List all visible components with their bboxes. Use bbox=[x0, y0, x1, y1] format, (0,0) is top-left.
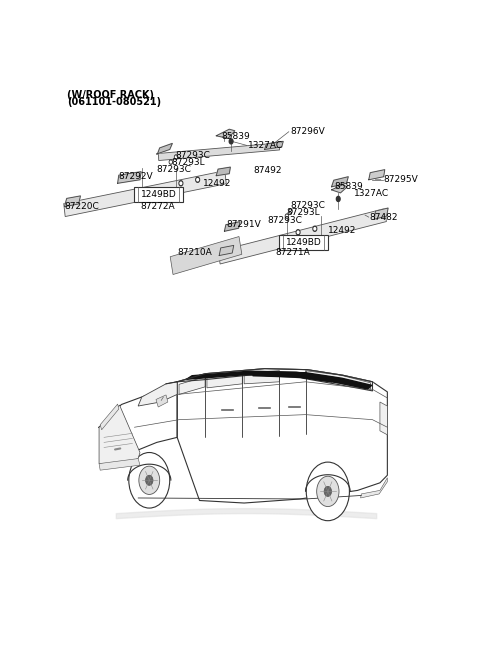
Circle shape bbox=[296, 230, 300, 235]
Polygon shape bbox=[332, 176, 348, 187]
Circle shape bbox=[145, 475, 153, 485]
Polygon shape bbox=[218, 209, 386, 264]
Polygon shape bbox=[264, 141, 283, 150]
Text: 85839: 85839 bbox=[222, 133, 251, 141]
FancyBboxPatch shape bbox=[134, 188, 183, 203]
Polygon shape bbox=[99, 405, 140, 466]
Text: 87293C: 87293C bbox=[290, 201, 325, 209]
Text: 87482: 87482 bbox=[370, 213, 398, 222]
Circle shape bbox=[197, 178, 198, 181]
Polygon shape bbox=[179, 377, 205, 394]
Circle shape bbox=[313, 226, 317, 232]
Polygon shape bbox=[118, 172, 141, 183]
Circle shape bbox=[139, 466, 160, 495]
Polygon shape bbox=[100, 404, 119, 430]
Text: (061101-080521): (061101-080521) bbox=[67, 97, 161, 108]
Polygon shape bbox=[138, 382, 177, 406]
Text: 87296V: 87296V bbox=[290, 127, 325, 136]
Text: 87293L: 87293L bbox=[286, 207, 320, 216]
Polygon shape bbox=[170, 237, 242, 274]
Polygon shape bbox=[99, 382, 177, 453]
Text: 1327AC: 1327AC bbox=[248, 141, 283, 150]
Polygon shape bbox=[158, 143, 280, 161]
Circle shape bbox=[306, 462, 349, 521]
Circle shape bbox=[129, 453, 170, 508]
Text: 1249BD: 1249BD bbox=[286, 238, 322, 247]
Text: 1249BD: 1249BD bbox=[141, 190, 177, 199]
Polygon shape bbox=[369, 170, 385, 180]
Polygon shape bbox=[64, 196, 81, 207]
Polygon shape bbox=[216, 129, 235, 138]
Polygon shape bbox=[216, 167, 230, 176]
Text: 87220C: 87220C bbox=[64, 201, 99, 211]
Circle shape bbox=[286, 214, 288, 218]
Text: 12492: 12492 bbox=[328, 226, 356, 235]
Circle shape bbox=[196, 177, 200, 182]
Polygon shape bbox=[99, 459, 140, 470]
Circle shape bbox=[289, 209, 292, 213]
Polygon shape bbox=[374, 208, 388, 219]
Polygon shape bbox=[332, 185, 347, 193]
Text: 87293L: 87293L bbox=[172, 158, 205, 167]
Polygon shape bbox=[207, 373, 242, 388]
Circle shape bbox=[336, 196, 340, 201]
Polygon shape bbox=[177, 369, 372, 391]
Circle shape bbox=[175, 155, 178, 159]
Text: 87272A: 87272A bbox=[140, 201, 175, 211]
Polygon shape bbox=[219, 245, 234, 255]
Text: 87293C: 87293C bbox=[175, 151, 210, 160]
Circle shape bbox=[180, 182, 182, 184]
Text: 1327AC: 1327AC bbox=[354, 189, 389, 198]
Text: 87271A: 87271A bbox=[275, 248, 310, 257]
Circle shape bbox=[297, 231, 299, 234]
Text: 87293C: 87293C bbox=[156, 165, 191, 174]
Circle shape bbox=[170, 161, 171, 163]
Text: (W/ROOF RACK): (W/ROOF RACK) bbox=[67, 90, 154, 100]
Circle shape bbox=[290, 210, 291, 212]
FancyBboxPatch shape bbox=[279, 236, 328, 251]
Polygon shape bbox=[64, 171, 226, 216]
Polygon shape bbox=[244, 371, 279, 384]
Polygon shape bbox=[380, 402, 387, 435]
Circle shape bbox=[324, 486, 332, 497]
Text: 87295V: 87295V bbox=[384, 175, 419, 184]
Polygon shape bbox=[225, 222, 240, 232]
Polygon shape bbox=[305, 371, 371, 390]
Polygon shape bbox=[252, 372, 372, 389]
Polygon shape bbox=[186, 371, 335, 382]
Text: 87292V: 87292V bbox=[119, 173, 154, 181]
Circle shape bbox=[169, 160, 172, 164]
Circle shape bbox=[229, 139, 233, 144]
Polygon shape bbox=[177, 369, 387, 503]
Text: 85839: 85839 bbox=[335, 182, 363, 191]
Text: 87492: 87492 bbox=[253, 166, 282, 175]
Text: 87293C: 87293C bbox=[267, 216, 302, 224]
Circle shape bbox=[179, 181, 183, 186]
Circle shape bbox=[286, 215, 288, 217]
Circle shape bbox=[175, 156, 177, 158]
Circle shape bbox=[314, 228, 316, 230]
Circle shape bbox=[317, 476, 339, 506]
Polygon shape bbox=[360, 478, 387, 498]
Text: 87210A: 87210A bbox=[177, 248, 212, 257]
Polygon shape bbox=[156, 144, 172, 154]
Polygon shape bbox=[156, 395, 168, 407]
Text: 87291V: 87291V bbox=[226, 220, 261, 229]
Text: 12492: 12492 bbox=[203, 179, 231, 188]
